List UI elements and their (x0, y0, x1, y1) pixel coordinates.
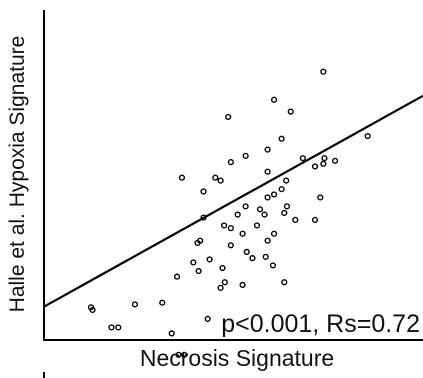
data-point-13 (227, 159, 234, 166)
data-point-20 (278, 186, 285, 193)
data-point-52 (281, 279, 288, 286)
data-point-61 (115, 324, 122, 331)
x-axis-label: Necrosis Signature (140, 345, 334, 371)
data-point-10 (321, 155, 328, 162)
data-point-50 (195, 267, 202, 275)
data-point-62 (108, 324, 115, 331)
data-point-11 (331, 157, 339, 164)
data-point-24 (317, 194, 324, 201)
data-point-16 (178, 174, 186, 181)
data-point-17 (212, 174, 219, 181)
data-point-55 (217, 284, 224, 291)
data-point-44 (262, 253, 269, 260)
data-point-9 (299, 155, 306, 162)
data-point-27 (256, 206, 264, 213)
data-point-45 (249, 255, 256, 262)
data-point-51 (173, 273, 181, 280)
data-point-29 (234, 211, 241, 218)
data-point-12 (320, 160, 327, 167)
data-point-23 (264, 194, 271, 201)
data-point-41 (194, 239, 201, 247)
data-point-40 (264, 237, 271, 244)
data-point-5 (278, 135, 285, 142)
data-point-2 (270, 96, 278, 103)
stats-annotation: p<0.001, Rs=0.72 (221, 310, 420, 338)
data-point-33 (311, 216, 319, 223)
data-point-35 (253, 222, 261, 229)
data-point-30 (261, 211, 268, 218)
data-point-42 (227, 242, 234, 249)
data-point-3 (225, 113, 232, 121)
data-point-26 (242, 203, 249, 210)
data-point-47 (190, 259, 197, 266)
data-point-31 (200, 214, 207, 221)
data-point-54 (239, 281, 246, 288)
data-point-46 (206, 256, 213, 263)
data-point-57 (131, 301, 139, 308)
data-point-37 (239, 230, 246, 237)
data-point-18 (217, 177, 224, 184)
data-point-6 (364, 132, 371, 140)
data-point-7 (264, 146, 271, 153)
data-point-53 (221, 279, 228, 286)
data-point-59 (89, 306, 96, 314)
data-point-14 (311, 163, 319, 170)
regression-line (43, 94, 423, 308)
data-point-48 (269, 262, 277, 269)
data-point-34 (220, 222, 228, 229)
data-point-32 (292, 216, 299, 223)
data-point-21 (200, 188, 207, 195)
data-point-63 (168, 330, 175, 337)
data-point-22 (270, 191, 278, 198)
y-axis-label: Halle et al. Hypoxia Signature (6, 36, 29, 313)
data-point-4 (287, 108, 294, 115)
data-point-38 (270, 230, 278, 237)
data-point-65 (181, 351, 188, 358)
data-point-15 (264, 168, 271, 175)
data-point-64 (175, 351, 182, 358)
data-point-28 (281, 209, 288, 217)
data-point-43 (243, 248, 250, 255)
data-point-1 (320, 68, 327, 75)
data-point-60 (204, 315, 211, 322)
data-point-49 (219, 264, 226, 272)
data-point-25 (283, 203, 291, 210)
data-point-56 (159, 299, 166, 306)
data-point-36 (227, 225, 234, 232)
data-point-19 (283, 177, 290, 184)
data-point-8 (242, 152, 249, 159)
